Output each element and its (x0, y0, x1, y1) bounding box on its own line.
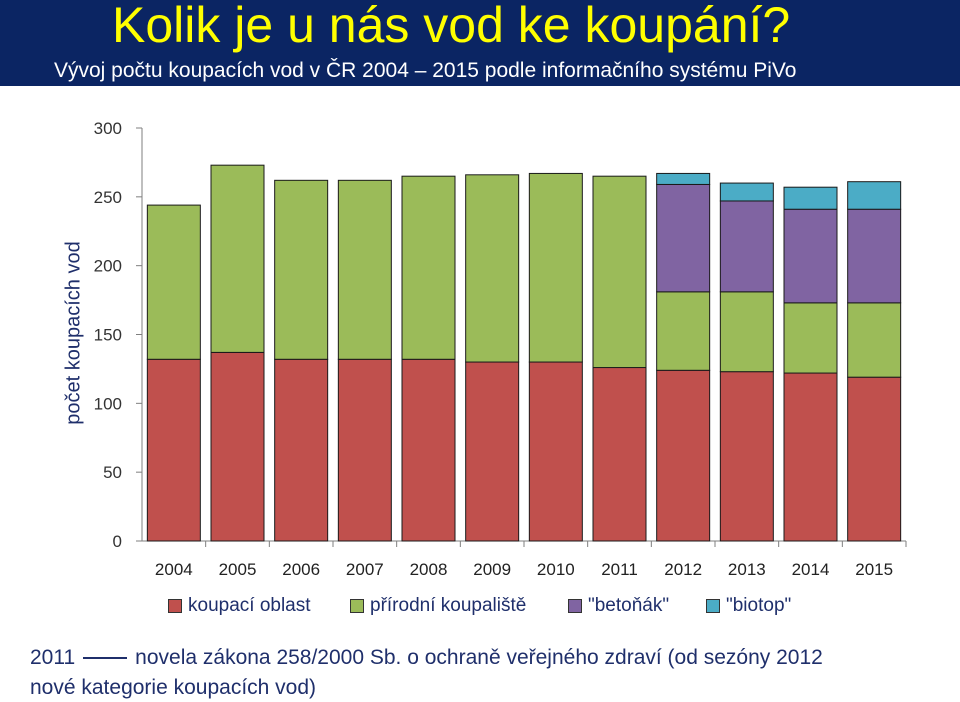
x-tick-label: 2010 (537, 560, 575, 579)
bar-segment-2005-s1 (210, 164, 265, 353)
bar-segment-2009-s0 (465, 361, 520, 542)
x-tick-label: 2011 (601, 560, 638, 579)
page-subtitle: Vývoj počtu koupacích vod v ČR 2004 – 20… (54, 59, 797, 82)
y-tick-label: 50 (103, 463, 122, 482)
legend-item-koupaci-oblast: koupací oblast (168, 594, 311, 618)
y-tick-label: 300 (94, 119, 122, 138)
legend-swatch-purple (568, 599, 582, 613)
x-tick-label: 2007 (346, 560, 384, 579)
bar-segment-2012-s1 (656, 291, 711, 371)
bar-segment-2010-s0 (528, 361, 583, 542)
bar-segment-2007-s0 (337, 358, 392, 542)
legend-item-biotop: "biotop" (706, 594, 791, 618)
bar-segment-2013-s3 (719, 182, 774, 202)
x-tick-label: 2004 (155, 560, 193, 579)
legend-label: "betoňák" (588, 595, 670, 616)
y-tick-label: 0 (113, 532, 122, 551)
bar-segment-2007-s1 (337, 179, 392, 360)
x-tick-label: 2005 (219, 560, 257, 579)
footnote-dash (83, 657, 128, 660)
legend-label: přírodní koupaliště (370, 595, 527, 616)
bar-segment-2015-s2 (847, 208, 902, 304)
page-title: Kolik je u nás vod ke koupání? (112, 0, 791, 53)
bar-segment-2015-s1 (847, 302, 902, 378)
bar-segment-2006-s0 (274, 358, 329, 542)
bar-segment-2011-s1 (592, 175, 647, 369)
x-tick-label: 2006 (282, 560, 320, 579)
bar-segment-2014-s3 (783, 186, 838, 210)
x-tick-label: 2008 (410, 560, 448, 579)
bar-segment-2012-s2 (656, 183, 711, 293)
y-tick-label: 250 (94, 188, 122, 207)
bar-segment-2014-s0 (783, 372, 838, 542)
legend-item-prirodni-koupaliste: přírodní koupaliště (350, 594, 526, 618)
title-banner: Kolik je u nás vod ke koupání? Vývoj poč… (0, 0, 960, 86)
bar-segment-2014-s2 (783, 208, 838, 304)
footnote-line-1: 2011 novela zákona 258/2000 Sb. o ochraně… (30, 646, 823, 670)
legend-item-betonak: "betoňák" (568, 594, 669, 618)
x-tick-label: 2009 (473, 560, 511, 579)
bar-segment-2010-s1 (528, 172, 583, 363)
legend-swatch-red (168, 599, 182, 613)
stacked-bar-chart: 0 50 100 150 200 250 300 2004 2005 2006 2007 2008 20… (94, 119, 907, 579)
legend-swatch-green (350, 599, 364, 613)
legend-label: koupací oblast (188, 595, 311, 616)
bar-segment-2012-s0 (656, 369, 711, 542)
bar-segment-2015-s0 (847, 376, 902, 542)
bar-segment-2005-s0 (210, 351, 265, 542)
y-axis-title: počet koupacích vod (62, 241, 85, 425)
x-tick-label: 2014 (792, 560, 830, 579)
footnote-text: novela zákona 258/2000 Sb. o ochraně veř… (135, 646, 823, 669)
bar-segment-2013-s1 (719, 291, 774, 373)
bar-segment-2015-s3 (847, 181, 902, 210)
bar-segment-2009-s1 (465, 174, 520, 363)
bar-segment-2004-s0 (146, 358, 201, 542)
x-tick-label: 2012 (664, 560, 702, 579)
bar-segment-2013-s2 (719, 200, 774, 293)
legend-label: "biotop" (726, 595, 792, 616)
legend-swatch-blue (706, 599, 720, 613)
bar-segment-2008-s0 (401, 358, 456, 542)
footnote-line-2: nové kategorie koupacích vod) (30, 676, 317, 699)
y-tick-label: 150 (94, 326, 122, 345)
y-tick-label: 100 (94, 394, 122, 413)
y-tick-label: 200 (94, 257, 122, 276)
footnote-year: 2011 (30, 646, 76, 669)
bar-segment-2011-s0 (592, 367, 647, 542)
bar-segment-2013-s0 (719, 371, 774, 542)
bar-segment-2004-s1 (146, 204, 201, 360)
bar-segment-2014-s1 (783, 302, 838, 374)
bar-segment-2006-s1 (274, 179, 329, 360)
x-tick-label: 2013 (728, 560, 766, 579)
bar-segment-2008-s1 (401, 175, 456, 360)
bar-segment-2012-s3 (656, 172, 711, 185)
x-tick-label: 2015 (855, 560, 893, 579)
